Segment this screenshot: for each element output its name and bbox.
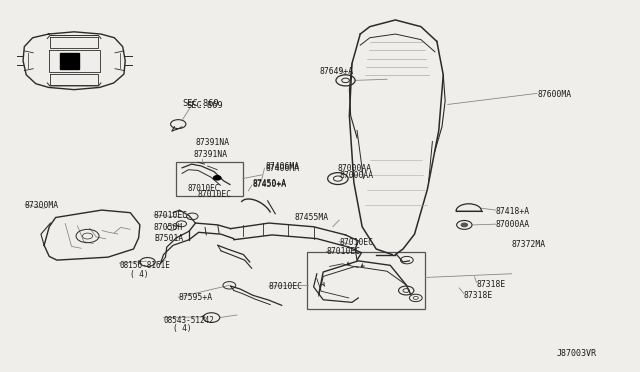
Text: 87600MA: 87600MA [537,90,572,99]
Text: 08156-8161E: 08156-8161E [120,261,170,270]
Text: 87649+A: 87649+A [320,67,354,76]
Text: 87300MA: 87300MA [25,201,59,210]
Text: ( 4): ( 4) [173,324,191,333]
Text: ( 4): ( 4) [130,270,148,279]
Text: 87406MA: 87406MA [266,162,300,171]
Text: 08543-51242: 08543-51242 [164,316,214,325]
Text: 87318E: 87318E [476,280,506,289]
Text: 87010EC: 87010EC [187,184,220,193]
Text: 87000AA: 87000AA [339,171,373,180]
Text: 87372MA: 87372MA [511,240,546,249]
Text: 87406MA: 87406MA [266,164,300,173]
Text: S: S [201,315,205,320]
Text: 87050H: 87050H [154,223,183,232]
Bar [175,161,243,196]
Circle shape [213,176,221,180]
Text: R: R [138,260,142,265]
Circle shape [461,223,467,227]
Text: 87450+A: 87450+A [253,179,287,188]
Text: 87010EC: 87010EC [326,247,360,256]
Bar [307,251,426,309]
Text: 87318E: 87318E [464,291,493,300]
Text: 87455MA: 87455MA [294,213,328,222]
Text: 87450+A: 87450+A [253,180,287,189]
Text: 87418+A: 87418+A [495,207,530,216]
Text: 87391NA: 87391NA [193,150,228,158]
Text: 87010EC: 87010EC [339,238,373,247]
Text: SEC.869: SEC.869 [182,99,220,108]
Text: 87000AA: 87000AA [338,164,372,173]
Text: 87000AA: 87000AA [495,221,530,230]
Text: 87010EC: 87010EC [197,190,232,199]
Text: B7501A: B7501A [154,234,183,243]
Text: 87391NA: 87391NA [195,138,230,147]
Bar [60,52,79,69]
Text: 87010EC: 87010EC [154,211,188,220]
Text: 87595+A: 87595+A [178,294,212,302]
Text: J87003VR: J87003VR [556,349,596,358]
Text: SEC.869: SEC.869 [186,101,223,110]
Text: 87010EC: 87010EC [269,282,303,291]
